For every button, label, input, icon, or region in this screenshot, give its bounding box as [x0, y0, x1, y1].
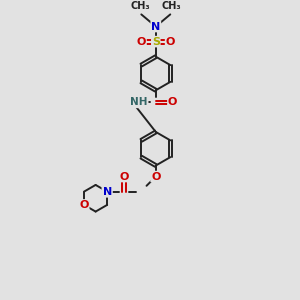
Text: O: O [80, 200, 89, 210]
Text: CH₃: CH₃ [162, 1, 182, 11]
Text: O: O [151, 172, 160, 182]
Text: O: O [136, 37, 146, 46]
Text: N: N [151, 22, 160, 32]
Text: N: N [103, 187, 112, 196]
Text: O: O [166, 37, 175, 46]
Text: CH₃: CH₃ [130, 1, 150, 11]
Text: NH: NH [130, 98, 148, 107]
Text: S: S [152, 37, 160, 46]
Text: N: N [103, 187, 112, 196]
Text: O: O [168, 98, 177, 107]
Text: O: O [119, 172, 129, 182]
